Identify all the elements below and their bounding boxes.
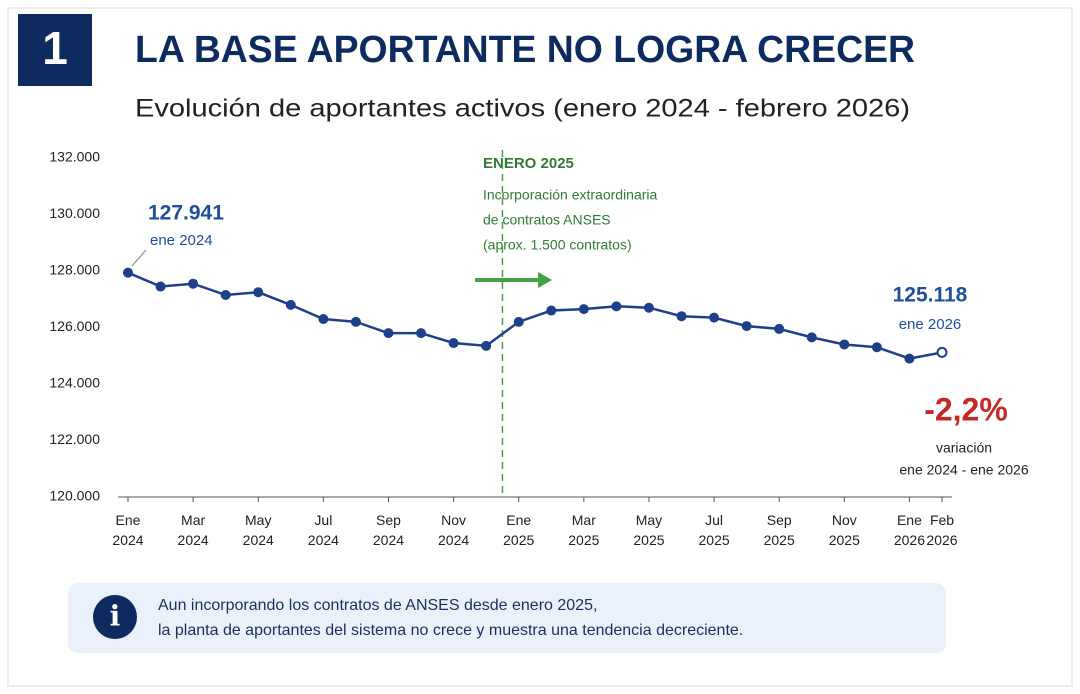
point (676, 311, 687, 322)
x-tick-label: May 2025 (633, 512, 664, 548)
change-value: -2,2% (924, 391, 1008, 427)
point (774, 323, 785, 334)
point (904, 353, 915, 364)
info-icon (93, 595, 137, 639)
badge-number: 1 (42, 22, 68, 74)
badge (18, 14, 92, 86)
x-tick-label: Mar 2024 (178, 512, 209, 548)
plot: 120.000 122.000 124.000 126.000 128.000 130.0… (49, 149, 957, 548)
end-value: 125.118 (893, 284, 968, 307)
x-tick-label: Ene 2025 (503, 512, 534, 548)
point (871, 342, 882, 353)
x-tick-label: Nov 2024 (438, 512, 469, 548)
note-text: la planta de aportantes del sistema no c… (158, 622, 743, 639)
note-box (68, 583, 946, 653)
y-tick-label: 122.000 (49, 431, 100, 447)
change-text: ene 2024 - ene 2026 (899, 462, 1028, 478)
chart-title: LA BASE APORTANTE NO LOGRA CRECER (135, 29, 915, 71)
x-tick-label: Sep 2024 (373, 512, 404, 548)
start-label: ene 2024 (150, 232, 213, 249)
y-tick-label: 126.000 (49, 318, 100, 334)
point (611, 301, 622, 312)
point (188, 278, 199, 289)
point (806, 332, 817, 343)
point (123, 267, 133, 278)
event-text: de contratos ANSES (483, 212, 611, 228)
event-text: Incorporación extraordinaria (483, 187, 658, 203)
point (481, 340, 492, 351)
end-label: ene 2026 (899, 316, 962, 333)
y-tick-label: 124.000 (49, 375, 100, 391)
y-tick-label: 128.000 (49, 262, 100, 278)
x-tick-label: Jul 2024 (308, 512, 339, 548)
start-leader (131, 249, 147, 267)
change-text: variación (936, 440, 992, 456)
y-tick-label: 132.000 (49, 149, 100, 165)
point (285, 299, 296, 310)
note-text: Aun incorporando los contratos de ANSES … (158, 597, 597, 614)
point (220, 290, 231, 301)
y-tick-label: 130.000 (49, 205, 100, 221)
point (416, 328, 427, 339)
point (578, 304, 589, 315)
point (936, 346, 948, 358)
point (350, 316, 361, 327)
point (155, 281, 166, 292)
x-tick-label: Mar 2025 (568, 512, 599, 548)
line (127, 271, 943, 360)
x-tick-label: Jul 2025 (699, 512, 730, 548)
point (546, 305, 557, 316)
event-text: (aprox. 1.500 contratos) (483, 237, 632, 253)
point (383, 328, 394, 339)
event-arrow (475, 272, 552, 288)
point (839, 339, 850, 350)
info-icon-glyph: i (110, 600, 121, 633)
event-title: ENERO 2025 (483, 155, 574, 172)
start-value: 127.941 (148, 202, 224, 225)
x-tick-label: Nov 2025 (829, 512, 860, 548)
x-tick-label: Sep 2025 (764, 512, 795, 548)
chart-subtitle: Evolución de aportantes activos (enero 2… (135, 95, 910, 123)
point (448, 338, 459, 349)
point (253, 287, 264, 298)
point (513, 316, 524, 327)
x-tick-label: Ene 2024 (112, 512, 143, 548)
point (709, 312, 720, 323)
frame (7, 7, 1073, 687)
point (643, 302, 654, 313)
x-tick-label: Feb 2026 (926, 512, 957, 548)
x-tick-label: May 2024 (243, 512, 274, 548)
y-tick-label: 120.000 (49, 488, 100, 504)
x-tick-label: Ene 2026 (894, 512, 925, 548)
point (318, 314, 329, 325)
point (741, 321, 752, 332)
